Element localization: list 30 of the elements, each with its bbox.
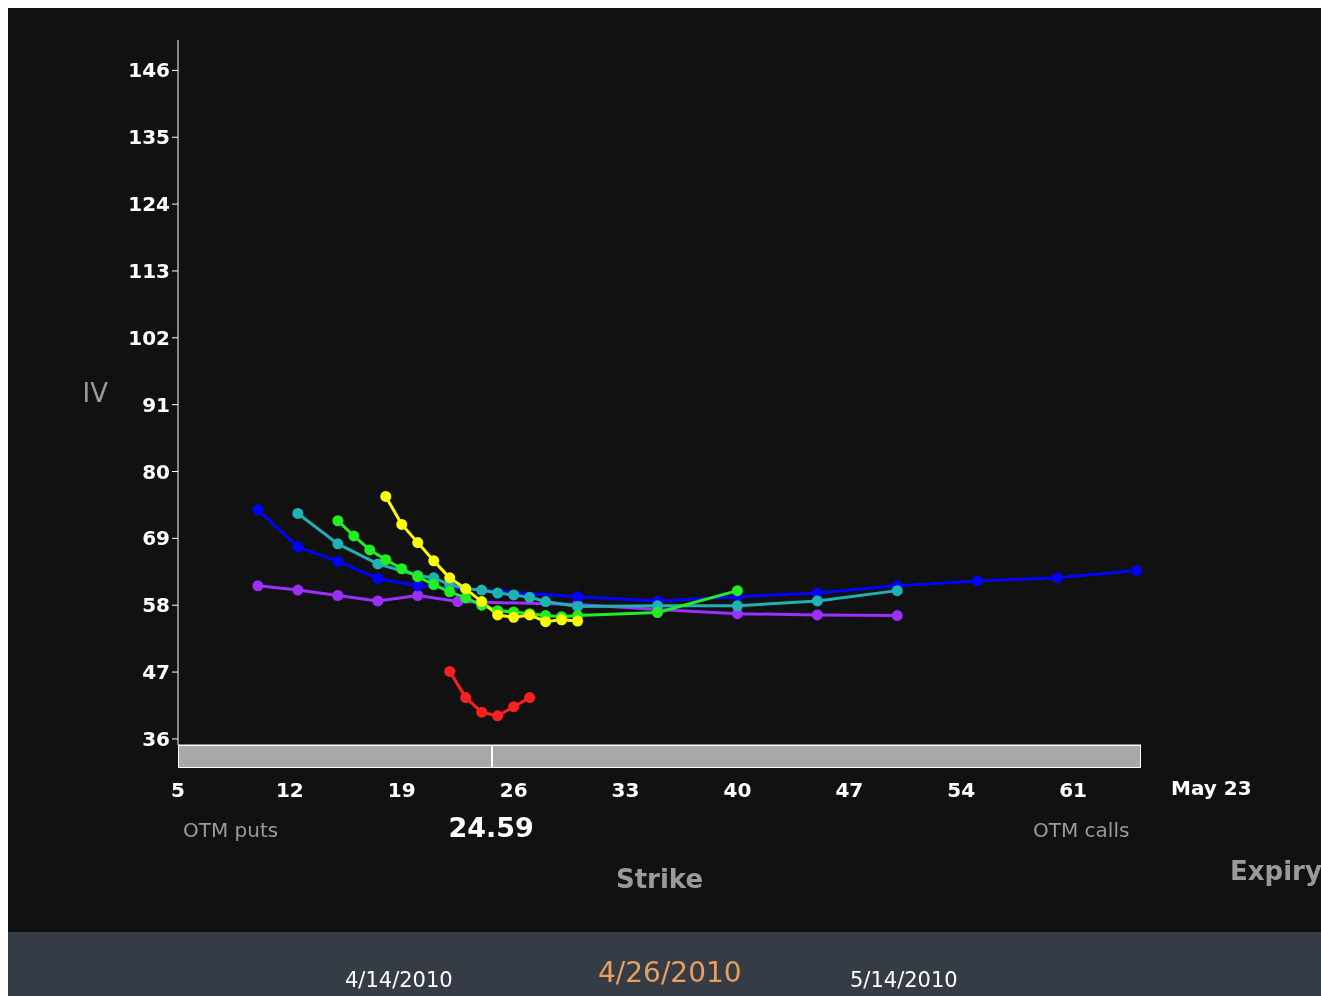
text: Expiry	[1230, 856, 1321, 886]
x-tick-label: 26	[499, 778, 528, 803]
x-tick-label: 54	[947, 778, 976, 803]
x-tick-label: 61	[1059, 778, 1087, 803]
text: 24.59	[447, 812, 535, 843]
y-tick-label: 113	[128, 259, 170, 284]
x-tick-label: 12	[275, 778, 304, 803]
y-tick-label: 146	[128, 58, 170, 83]
text: 4/26/2010	[598, 956, 742, 989]
y-axis-title: IV	[82, 377, 109, 408]
y-tick-label: 36	[142, 727, 170, 752]
x-tick-label: 5	[171, 778, 185, 803]
x-axis-title: Strike	[615, 864, 704, 895]
text: 5/14/2010	[850, 968, 958, 992]
x-tick-label: 19	[387, 778, 416, 803]
y-tick-label: 124	[128, 192, 170, 217]
y-tick-label: 47	[142, 660, 170, 685]
text: OTM puts	[183, 818, 279, 842]
x-tick-label: 33	[611, 778, 640, 803]
text: OTM calls	[1033, 818, 1130, 842]
y-tick-label: 58	[142, 593, 170, 618]
x-tick-label: 47	[835, 778, 864, 803]
text: May 23	[1171, 776, 1252, 800]
x-tick-label: 40	[723, 778, 752, 803]
y-tick-label: 80	[142, 459, 170, 484]
text: 4/14/2010	[345, 968, 453, 992]
y-tick-label: 69	[142, 526, 170, 551]
y-tick-label: 91	[142, 392, 170, 417]
y-tick-label: 102	[128, 325, 170, 350]
y-tick-label: 135	[128, 125, 170, 150]
